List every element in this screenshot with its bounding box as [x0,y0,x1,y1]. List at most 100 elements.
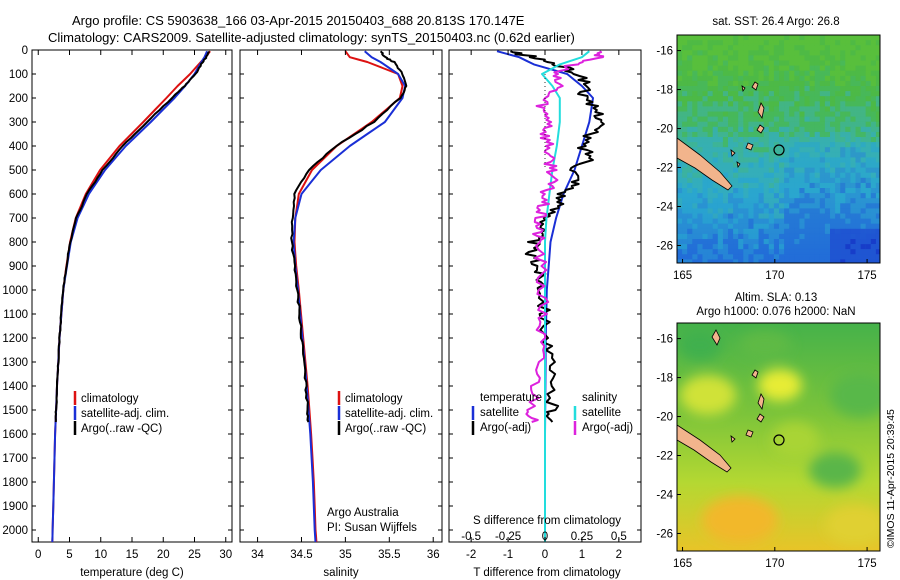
sst-pixel [758,142,764,148]
sst-pixel [830,193,836,199]
sst-pixel [870,80,876,87]
x-tick-label: -2 [466,549,476,561]
sst-pixel [784,111,790,117]
sst-pixel [784,40,790,46]
sst-pixel [845,137,851,143]
sst-pixel [743,152,749,158]
sst-pixel [712,80,718,87]
x-tick-label: 30 [219,549,232,561]
sst-pixel [763,126,769,132]
sst-pixel [870,259,876,263]
sla-map-title: Altim. SLA: 0.13 [735,292,817,304]
sst-pixel [717,167,723,173]
sst-pixel [855,111,861,117]
sst-pixel [753,91,759,97]
sst-pixel [870,172,876,178]
sst-pixel [728,126,734,132]
sst-pixel [804,228,810,234]
sst-pixel [799,50,805,56]
sst-pixel [702,239,708,245]
sst-pixel [773,259,780,263]
sst-pixel [835,91,841,97]
sst-pixel [840,55,846,61]
sst-pixel [722,91,729,97]
sst-pixel [768,60,774,66]
sst-pixel [682,254,688,260]
sst-pixel [697,239,703,245]
sst-pixel [875,111,880,117]
sst-pixel [702,86,708,92]
sst-pixel [712,50,718,56]
sst-pixel [870,254,876,260]
sst-pixel [830,65,836,71]
sst-pixel [855,142,861,148]
sst-pixel [784,254,790,260]
sst-pixel [717,50,723,56]
sst-pixel [814,223,820,229]
sst-pixel [809,188,815,194]
sst-pixel [697,60,703,66]
depth-tick-label: 1500 [2,405,28,417]
sst-pixel [850,228,856,234]
sst-map-title: sat. SST: 26.4 Argo: 26.8 [712,16,839,28]
sst-pixel [860,213,866,219]
sst-pixel [753,45,759,51]
sst-pixel [840,254,846,260]
sst-pixel [824,188,831,194]
sst-pixel [702,121,708,127]
sst-pixel [794,91,800,97]
sst-pixel [763,65,769,71]
sst-pixel [692,218,698,224]
sst-pixel [865,203,871,209]
sst-pixel [784,228,790,234]
sst-pixel [768,96,774,102]
sst-pixel [773,193,780,199]
sst-pixel [768,137,774,143]
sst-pixel [870,60,876,66]
map-y-tick-label: -20 [656,124,673,136]
sst-pixel [763,75,769,81]
sst-pixel [799,40,805,46]
sst-pixel [738,177,744,183]
sst-pixel [804,70,810,76]
sst-pixel [830,223,836,229]
sst-pixel [830,126,836,132]
sst-pixel [875,193,880,199]
sst-pixel [697,142,703,148]
sst-pixel [728,198,734,204]
sst-pixel [789,65,795,71]
sst-pixel [702,213,708,219]
sst-pixel [722,157,729,163]
sst-pixel [733,218,739,224]
sst-pixel [865,193,871,199]
sst-pixel [758,121,764,127]
sst-pixel [784,223,790,229]
sst-pixel [712,254,718,260]
sst-pixel [722,137,729,143]
sst-pixel [789,188,795,194]
sst-pixel [707,86,713,92]
sst-pixel [728,239,734,245]
sst-pixel [728,50,734,56]
sst-pixel [697,40,703,46]
sst-pixel [768,167,774,173]
sst-pixel [697,208,703,214]
sst-pixel [824,80,831,87]
sst-pixel [830,142,836,148]
sst-pixel [850,126,856,132]
sst-pixel [860,254,866,260]
sst-pixel [865,254,871,260]
sst-pixel [682,213,688,219]
sst-pixel [707,121,713,127]
sst-pixel [768,208,774,214]
sst-pixel [722,208,729,214]
sst-pixel [722,147,729,153]
sst-pixel [799,65,805,71]
sst-argo-marker [773,144,785,156]
sst-pixel [758,50,764,56]
sst-pixel [819,70,825,76]
sst-pixel [830,35,836,41]
sst-pixel [779,259,785,263]
sst-pixel [702,65,708,71]
sst-pixel [875,106,880,112]
